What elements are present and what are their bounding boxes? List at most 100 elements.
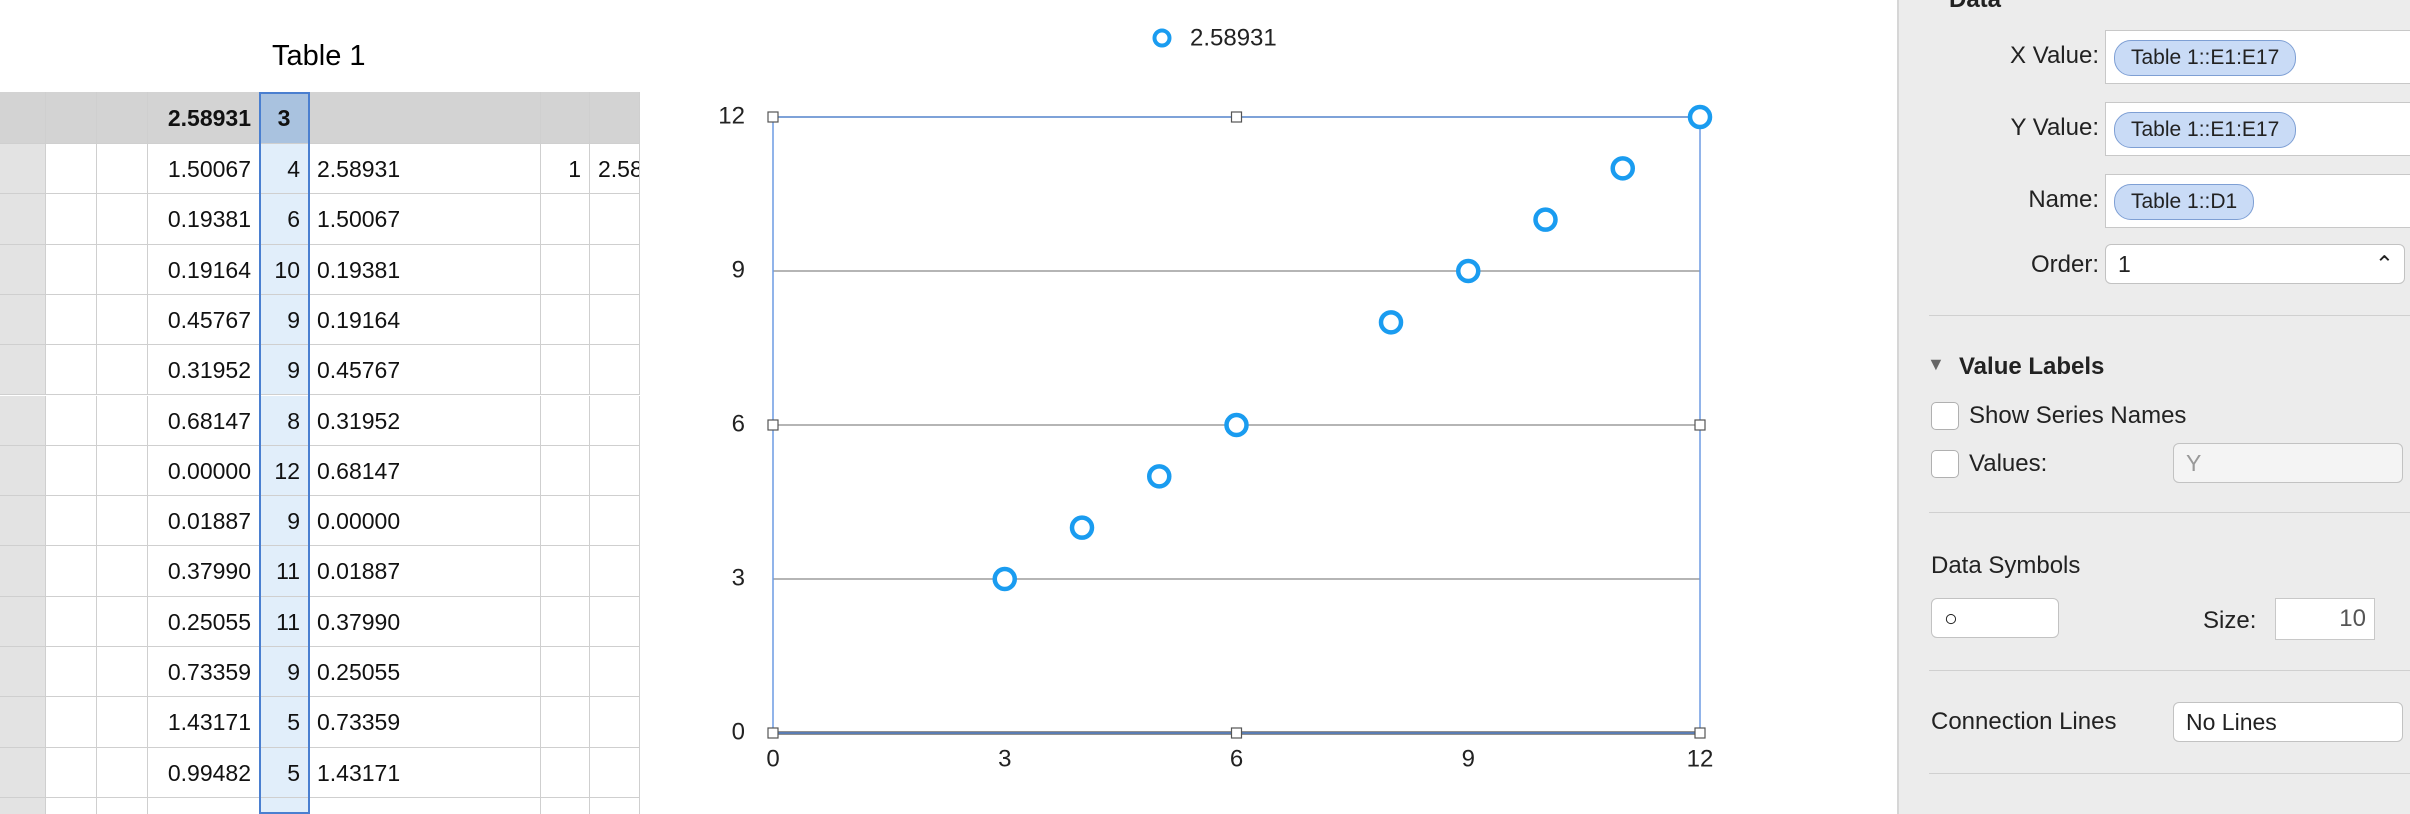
empty-cell[interactable] <box>0 194 46 245</box>
table-cell[interactable]: 0.25055 <box>309 647 541 698</box>
empty-cell[interactable] <box>97 546 148 597</box>
table-cell[interactable]: 1.43171 <box>309 747 541 798</box>
empty-cell[interactable] <box>590 647 640 698</box>
empty-cell[interactable] <box>590 747 640 798</box>
empty-cell[interactable] <box>541 345 590 396</box>
empty-cell[interactable] <box>590 445 640 497</box>
table-cell[interactable]: 0.01887 <box>309 546 541 597</box>
empty-cell[interactable] <box>590 697 640 748</box>
empty-cell[interactable] <box>46 546 97 597</box>
empty-cell[interactable] <box>0 244 46 295</box>
empty-cell[interactable] <box>0 345 46 396</box>
empty-cell[interactable] <box>97 92 148 144</box>
empty-cell[interactable] <box>97 144 148 195</box>
empty-cell[interactable] <box>541 797 590 814</box>
empty-cell[interactable] <box>0 294 46 346</box>
table-cell[interactable]: 0.25055 <box>148 596 260 647</box>
table-cell[interactable]: 9 <box>260 345 309 396</box>
table-cell[interactable]: 0.19381 <box>309 244 541 295</box>
table-cell[interactable]: 0.45767 <box>148 294 260 346</box>
table-cell[interactable]: 9 <box>260 294 309 346</box>
table-cell[interactable]: 1 <box>541 144 590 195</box>
empty-cell[interactable] <box>590 92 640 144</box>
empty-cell[interactable] <box>0 395 46 446</box>
empty-cell[interactable] <box>309 797 541 814</box>
empty-cell[interactable] <box>46 294 97 346</box>
values-popup[interactable]: Y <box>2173 443 2403 483</box>
empty-cell[interactable] <box>46 445 97 497</box>
table-cell[interactable]: 11 <box>260 546 309 597</box>
table-cell[interactable]: 0.37990 <box>148 546 260 597</box>
empty-cell[interactable] <box>97 345 148 396</box>
table-cell[interactable]: 0.68147 <box>309 445 541 497</box>
table-cell[interactable]: 0.45767 <box>309 345 541 396</box>
empty-cell[interactable] <box>590 294 640 346</box>
table-cell[interactable]: 2.58931 <box>590 144 640 195</box>
empty-cell[interactable] <box>0 647 46 698</box>
token[interactable]: Table 1::E1:E17 <box>2114 40 2297 76</box>
empty-cell[interactable] <box>46 244 97 295</box>
token[interactable]: Table 1::E1:E17 <box>2114 112 2297 148</box>
disclosure[interactable]: ▼ <box>1927 354 1945 374</box>
empty-cell[interactable] <box>148 797 260 814</box>
empty-cell[interactable] <box>541 496 590 547</box>
empty-cell[interactable] <box>97 244 148 295</box>
table-cell[interactable]: 0.00000 <box>309 496 541 547</box>
empty-cell[interactable] <box>590 797 640 814</box>
empty-cell[interactable] <box>46 92 97 144</box>
empty-cell[interactable] <box>590 244 640 295</box>
empty-cell[interactable] <box>0 546 46 597</box>
table-cell[interactable]: 6 <box>260 194 309 245</box>
table-cell[interactable]: 2.58931 <box>309 144 541 195</box>
empty-cell[interactable] <box>46 144 97 195</box>
empty-cell[interactable] <box>46 747 97 798</box>
table-cell[interactable]: 0.19381 <box>148 194 260 245</box>
empty-cell[interactable] <box>590 395 640 446</box>
empty-cell[interactable] <box>0 496 46 547</box>
table-cell[interactable]: 0.99482 <box>148 747 260 798</box>
order-popup[interactable]: 1 ⌃ <box>2105 244 2405 284</box>
empty-cell[interactable] <box>590 194 640 245</box>
empty-cell[interactable] <box>46 345 97 396</box>
empty-cell[interactable] <box>541 244 590 295</box>
empty-cell[interactable] <box>0 92 46 144</box>
empty-cell[interactable] <box>590 546 640 597</box>
empty-cell[interactable] <box>46 697 97 748</box>
chart[interactable]: 0 3 6 9 12 0 3 6 9 12 2.58931 <box>680 0 1880 814</box>
empty-cell[interactable] <box>541 596 590 647</box>
empty-cell[interactable] <box>97 395 148 446</box>
empty-cell[interactable] <box>0 445 46 497</box>
empty-cell[interactable] <box>541 546 590 597</box>
empty-cell[interactable] <box>46 797 97 814</box>
symbol-popup[interactable]: ○ <box>1931 598 2059 638</box>
empty-cell[interactable] <box>97 194 148 245</box>
empty-cell[interactable] <box>97 797 148 814</box>
y-value-field[interactable]: Table 1::E1:E17 <box>2105 102 2410 156</box>
checkbox[interactable] <box>1931 402 1959 430</box>
table-cell[interactable]: 8 <box>260 395 309 446</box>
empty-cell[interactable] <box>590 345 640 396</box>
empty-cell[interactable] <box>97 496 148 547</box>
empty-cell[interactable] <box>46 194 97 245</box>
table-cell[interactable]: 0.73359 <box>309 697 541 748</box>
empty-cell[interactable] <box>97 596 148 647</box>
empty-cell[interactable] <box>590 496 640 547</box>
empty-cell[interactable] <box>97 697 148 748</box>
table-cell[interactable]: 1.50067 <box>309 194 541 245</box>
table-cell[interactable]: 2.58931 <box>148 92 260 144</box>
table-cell[interactable]: 0.31952 <box>148 345 260 396</box>
checkbox[interactable] <box>1931 450 1959 478</box>
empty-cell[interactable] <box>46 395 97 446</box>
empty-cell[interactable] <box>0 596 46 647</box>
empty-cell[interactable] <box>46 496 97 547</box>
table-cell[interactable]: 1.43171 <box>148 697 260 748</box>
empty-cell[interactable] <box>541 445 590 497</box>
empty-cell[interactable] <box>541 92 590 144</box>
empty-cell[interactable] <box>309 92 541 144</box>
empty-cell[interactable] <box>0 144 46 195</box>
table-cell[interactable]: 0.01887 <box>148 496 260 547</box>
table[interactable]: 2.5893131.5006742.5893112.589310.1938161… <box>0 92 640 814</box>
empty-cell[interactable] <box>0 697 46 748</box>
table-cell[interactable]: 11 <box>260 596 309 647</box>
empty-cell[interactable] <box>541 647 590 698</box>
